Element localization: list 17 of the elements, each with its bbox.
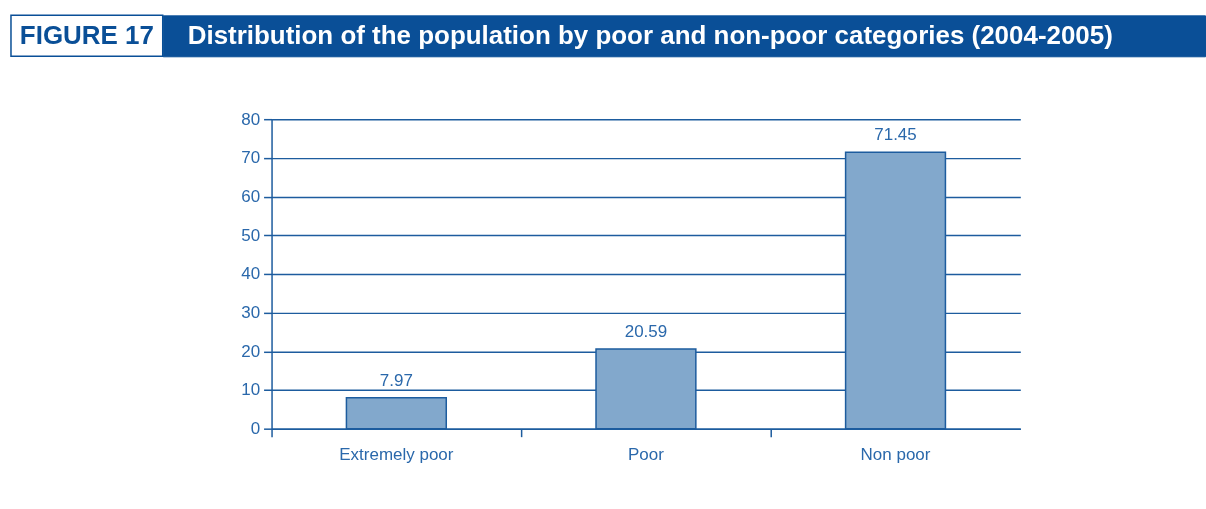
y-tick-label: 0 bbox=[250, 419, 261, 439]
y-tick-label: 80 bbox=[241, 109, 261, 129]
y-tick-label: 30 bbox=[241, 303, 261, 323]
y-tick-label: 60 bbox=[241, 187, 261, 207]
y-tick-label: 70 bbox=[241, 148, 261, 168]
x-tick-label: Poor bbox=[628, 445, 665, 465]
y-tick-label: 40 bbox=[241, 264, 261, 284]
data-label: 20.59 bbox=[624, 322, 668, 342]
y-tick-label: 50 bbox=[241, 225, 261, 245]
x-tick-label: Non poor bbox=[860, 445, 931, 465]
y-tick-label: 20 bbox=[241, 341, 261, 361]
data-label: 71.45 bbox=[874, 125, 917, 145]
y-tick-label: 10 bbox=[241, 380, 261, 400]
caption: FIGURE 17 bbox=[19, 21, 154, 50]
chart-title: Distribution of the population by poor and non-poor categories (2004-2005) bbox=[187, 21, 1113, 50]
data-label: 7.97 bbox=[379, 370, 413, 390]
x-tick-label: Extremely poor bbox=[339, 445, 454, 465]
